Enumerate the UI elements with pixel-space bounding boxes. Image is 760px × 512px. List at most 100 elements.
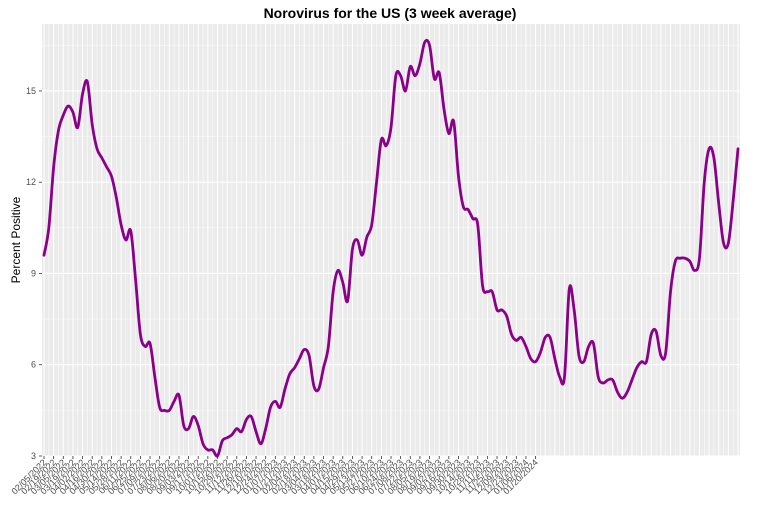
data-point <box>593 343 594 344</box>
data-point <box>463 206 464 207</box>
data-point <box>400 75 401 76</box>
y-tick-label: 9 <box>31 268 36 278</box>
data-point <box>482 285 483 286</box>
data-point <box>487 291 488 292</box>
data-point <box>675 261 676 262</box>
data-point <box>598 376 599 377</box>
data-point <box>357 239 358 240</box>
data-point <box>540 352 541 353</box>
data-point <box>241 431 242 432</box>
data-point <box>361 255 362 256</box>
data-point <box>501 309 502 310</box>
data-point <box>154 376 155 377</box>
data-point <box>718 203 719 204</box>
data-point <box>125 239 126 240</box>
data-point <box>270 407 271 408</box>
data-point <box>617 392 618 393</box>
data-point <box>265 428 266 429</box>
data-point <box>169 410 170 411</box>
data-point <box>602 382 603 383</box>
data-point <box>130 230 131 231</box>
data-point <box>453 121 454 122</box>
data-point <box>410 66 411 67</box>
data-point <box>333 291 334 292</box>
data-point <box>680 258 681 259</box>
data-point <box>574 309 575 310</box>
data-point <box>63 115 64 116</box>
data-point <box>313 385 314 386</box>
data-point <box>164 410 165 411</box>
data-point <box>506 315 507 316</box>
data-point <box>92 124 93 125</box>
data-point <box>178 395 179 396</box>
data-point <box>530 358 531 359</box>
y-tick-label: 12 <box>26 177 36 187</box>
data-point <box>559 376 560 377</box>
data-point <box>222 440 223 441</box>
data-point <box>569 288 570 289</box>
data-point <box>328 346 329 347</box>
data-point <box>352 249 353 250</box>
data-point <box>67 106 68 107</box>
y-tick-label: 3 <box>31 451 36 461</box>
data-point <box>318 388 319 389</box>
data-point <box>183 425 184 426</box>
data-point <box>101 157 102 158</box>
data-point <box>641 361 642 362</box>
data-point <box>646 361 647 362</box>
data-point <box>713 157 714 158</box>
data-point <box>583 361 584 362</box>
data-point <box>472 218 473 219</box>
data-point <box>627 392 628 393</box>
data-point <box>347 300 348 301</box>
data-point <box>636 367 637 368</box>
data-point <box>121 224 122 225</box>
data-point <box>77 127 78 128</box>
data-point <box>521 337 522 338</box>
data-point <box>723 242 724 243</box>
data-point <box>48 227 49 228</box>
data-point <box>227 437 228 438</box>
data-point <box>704 182 705 183</box>
data-point <box>670 291 671 292</box>
data-point <box>217 455 218 456</box>
data-point <box>255 431 256 432</box>
data-point <box>525 346 526 347</box>
data-point <box>477 224 478 225</box>
data-point <box>386 145 387 146</box>
data-point <box>492 291 493 292</box>
data-point <box>612 379 613 380</box>
data-point <box>111 176 112 177</box>
data-point <box>72 112 73 113</box>
data-point <box>212 449 213 450</box>
data-point <box>337 270 338 271</box>
data-point <box>390 127 391 128</box>
data-point <box>496 309 497 310</box>
data-point <box>665 352 666 353</box>
data-point <box>82 93 83 94</box>
data-point <box>246 419 247 420</box>
data-point <box>231 434 232 435</box>
data-point <box>43 255 44 256</box>
data-point <box>545 337 546 338</box>
data-point <box>289 373 290 374</box>
data-point <box>578 355 579 356</box>
data-point <box>439 72 440 73</box>
data-point <box>689 261 690 262</box>
data-point <box>308 355 309 356</box>
data-point <box>728 242 729 243</box>
data-point <box>376 182 377 183</box>
data-point <box>96 148 97 149</box>
data-point <box>737 148 738 149</box>
data-point <box>53 166 54 167</box>
data-point <box>342 282 343 283</box>
data-point <box>468 209 469 210</box>
data-point <box>622 398 623 399</box>
chart-title: Norovirus for the US (3 week average) <box>263 5 517 21</box>
y-tick-label: 6 <box>31 360 36 370</box>
data-point <box>405 90 406 91</box>
data-point <box>202 443 203 444</box>
data-point <box>708 148 709 149</box>
data-point <box>694 270 695 271</box>
